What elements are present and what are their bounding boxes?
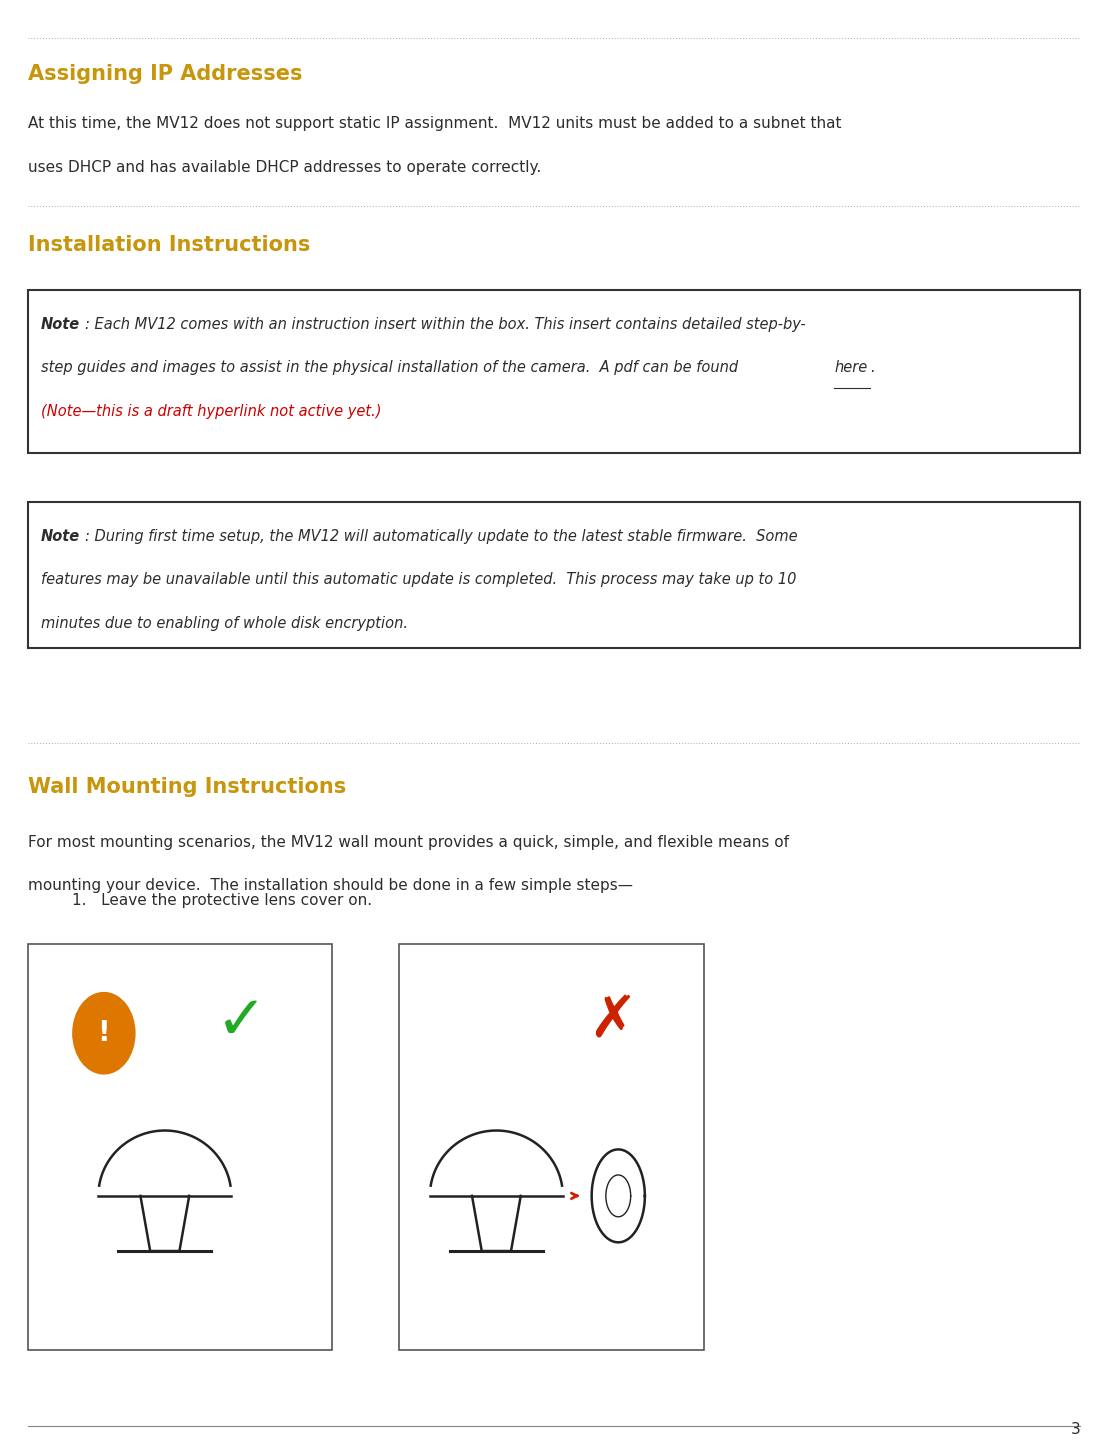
Text: Assigning IP Addresses: Assigning IP Addresses [28,64,302,84]
Text: For most mounting scenarios, the MV12 wall mount provides a quick, simple, and f: For most mounting scenarios, the MV12 wa… [28,835,789,849]
Text: features may be unavailable until this automatic update is completed.  This proc: features may be unavailable until this a… [41,572,797,587]
Text: 1.   Leave the protective lens cover on.: 1. Leave the protective lens cover on. [72,893,372,908]
Text: uses DHCP and has available DHCP addresses to operate correctly.: uses DHCP and has available DHCP address… [28,160,541,174]
Text: step guides and images to assist in the physical installation of the camera.  A : step guides and images to assist in the … [41,360,742,375]
FancyBboxPatch shape [28,290,1080,453]
Text: !: ! [98,1019,110,1047]
Text: ✓: ✓ [215,993,267,1051]
Text: mounting your device.  The installation should be done in a few simple steps—: mounting your device. The installation s… [28,878,633,893]
Circle shape [73,993,135,1074]
FancyBboxPatch shape [399,944,704,1350]
Text: .: . [870,360,874,375]
Text: (Note—this is a draft hyperlink not active yet.): (Note—this is a draft hyperlink not acti… [41,404,381,418]
Text: : Each MV12 comes with an instruction insert within the box. This insert contain: : Each MV12 comes with an instruction in… [85,317,806,331]
Text: Note: Note [41,529,80,543]
Text: here: here [834,360,868,375]
Text: Note: Note [41,317,80,331]
FancyBboxPatch shape [28,502,1080,648]
Text: 3: 3 [1070,1423,1080,1437]
Text: At this time, the MV12 does not support static IP assignment.  MV12 units must b: At this time, the MV12 does not support … [28,116,841,131]
FancyBboxPatch shape [28,944,332,1350]
Text: Wall Mounting Instructions: Wall Mounting Instructions [28,777,346,797]
Text: ✗: ✗ [587,993,637,1050]
Text: Installation Instructions: Installation Instructions [28,235,310,256]
Text: : During first time setup, the MV12 will automatically update to the latest stab: : During first time setup, the MV12 will… [85,529,798,543]
Text: minutes due to enabling of whole disk encryption.: minutes due to enabling of whole disk en… [41,616,408,630]
